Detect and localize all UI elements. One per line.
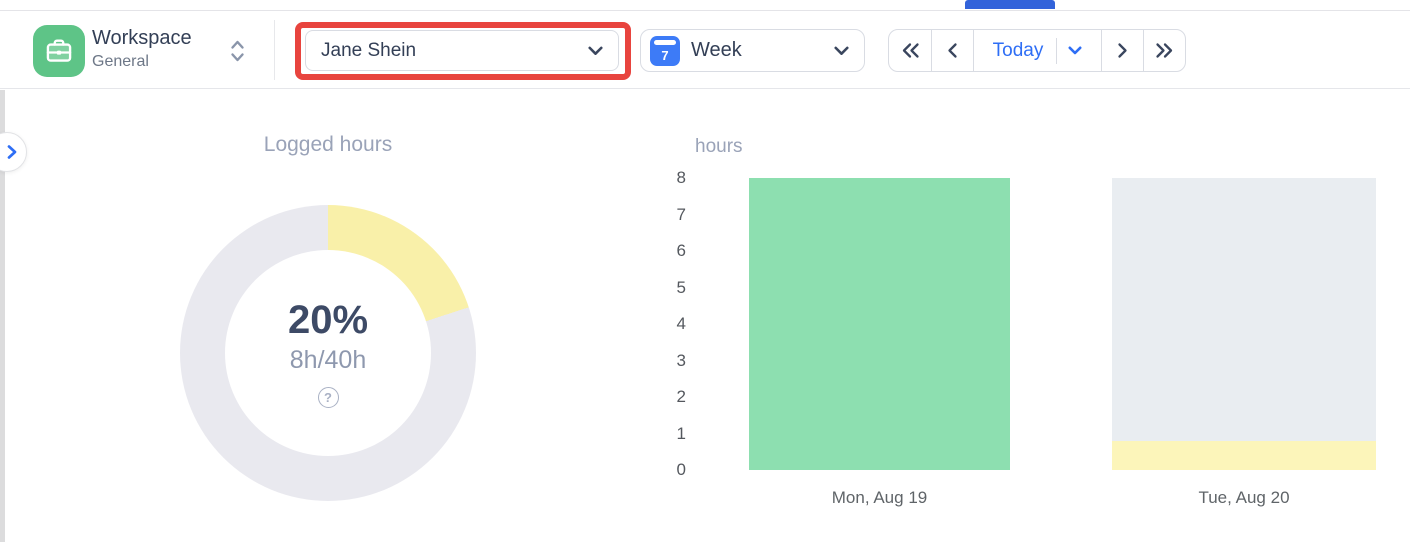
chevron-down-icon[interactable]: [1068, 46, 1082, 55]
calendar-icon: 7: [650, 35, 680, 66]
double-chevron-left-icon: [901, 42, 920, 59]
donut-ratio: 8h/40h: [289, 346, 367, 374]
bar-segment-tracked[interactable]: [749, 178, 1010, 470]
help-icon[interactable]: ?: [317, 387, 339, 408]
workspace-info: Workspace General: [92, 25, 192, 72]
jump-first-button[interactable]: [889, 30, 931, 71]
chevron-up-down-icon: [230, 39, 245, 63]
briefcase-icon: [43, 35, 75, 67]
y-axis-tick: 7: [676, 204, 686, 224]
person-select[interactable]: Jane Shein: [305, 30, 619, 71]
workspace-title: Workspace: [92, 27, 192, 49]
left-scrollbar[interactable]: [0, 90, 5, 542]
x-axis-label: Mon, Aug 19: [831, 488, 928, 507]
calendar-icon-bar: [654, 40, 676, 45]
donut-percent: 20%: [287, 298, 369, 342]
today-label: Today: [992, 39, 1044, 61]
chevron-left-icon: [947, 42, 958, 59]
prev-button[interactable]: [931, 30, 973, 71]
donut-chart-title: Logged hours: [263, 133, 393, 156]
chevron-down-icon: [834, 46, 849, 56]
person-select-value: Jane Shein: [321, 39, 417, 61]
y-axis-tick: 4: [676, 314, 686, 333]
bar-segment-logged[interactable]: [1112, 440, 1376, 470]
chevron-right-icon: [6, 144, 17, 160]
period-select[interactable]: 7 Week: [640, 29, 865, 72]
workspace-switcher[interactable]: [228, 36, 246, 66]
chevron-down-icon: [588, 46, 603, 56]
y-axis-tick: 3: [676, 350, 686, 370]
bar-chart: hours 8 7 6 5 4 3 2 1 0 Mon, Aug 19 Tue, Aug 20: [660, 130, 1410, 525]
donut-center: 20% 8h/40h ?: [225, 250, 431, 456]
y-axis-tick: 6: [676, 241, 686, 260]
today-button[interactable]: Today: [973, 30, 1101, 71]
period-select-value: Week: [691, 39, 742, 61]
donut-ring[interactable]: 20% 8h/40h ?: [180, 205, 476, 501]
calendar-icon-day: 7: [661, 48, 669, 63]
bar-segment-scheduled[interactable]: [1112, 178, 1376, 441]
workspace-icon[interactable]: [33, 25, 85, 77]
y-axis-tick: 8: [676, 168, 686, 187]
double-chevron-right-icon: [1155, 42, 1174, 59]
chevron-right-icon: [1117, 42, 1128, 59]
sidebar-expand-button[interactable]: [0, 132, 27, 172]
top-divider: [0, 10, 1410, 11]
next-button[interactable]: [1101, 30, 1143, 71]
y-axis-tick: 1: [676, 423, 686, 443]
y-axis-tick: 0: [676, 460, 686, 479]
y-axis-tick: 5: [676, 277, 686, 297]
date-nav-group: Today: [888, 29, 1186, 72]
today-separator: [1056, 37, 1058, 64]
bar-chart-ylabel: hours: [695, 136, 743, 157]
jump-last-button[interactable]: [1143, 30, 1185, 71]
header-divider: [274, 20, 275, 80]
x-axis-label: Tue, Aug 20: [1198, 488, 1290, 507]
y-axis-tick: 2: [676, 387, 686, 406]
workspace-subtitle: General: [92, 53, 149, 70]
active-tab-indicator: [965, 0, 1055, 9]
header: Workspace General Jane Shein 7 Week: [0, 11, 1410, 89]
